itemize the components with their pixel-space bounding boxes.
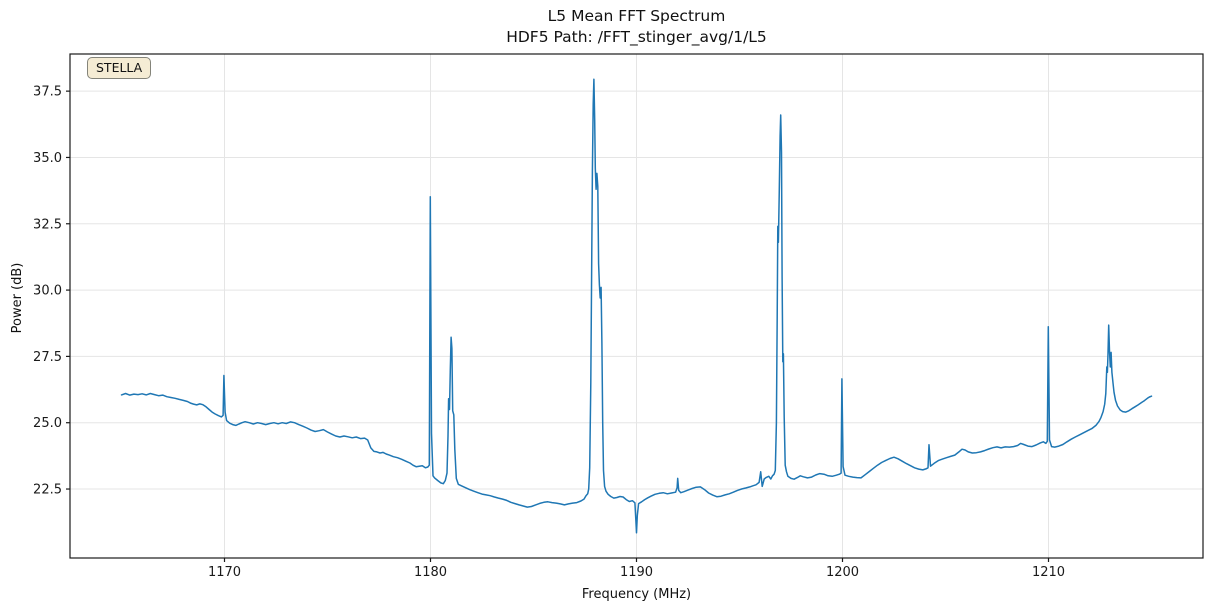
x-tick-label: 1200	[826, 565, 859, 580]
spectrum-trace	[120, 78, 1153, 534]
chart-title: L5 Mean FFT Spectrum HDF5 Path: /FFT_sti…	[70, 6, 1203, 48]
y-axis-label: Power (dB)	[10, 262, 25, 334]
y-tick-label: 30.0	[33, 284, 62, 299]
x-tick-label: 1190	[620, 565, 653, 580]
chart-title-line2: HDF5 Path: /FFT_stinger_avg/1/L5	[506, 28, 767, 46]
y-tick-label: 32.5	[33, 217, 62, 232]
y-tick-label: 25.0	[33, 416, 62, 431]
chart-title-line1: L5 Mean FFT Spectrum	[547, 7, 726, 25]
x-tick-label: 1180	[414, 565, 447, 580]
legend-box: STELLA	[87, 57, 152, 79]
x-tick-label: 1210	[1032, 565, 1065, 580]
y-tick-label: 35.0	[33, 151, 62, 166]
x-tick-label: 1170	[208, 565, 241, 580]
y-tick-label: 27.5	[33, 350, 62, 365]
y-tick-label: 37.5	[33, 85, 62, 100]
x-axis-label: Frequency (MHz)	[581, 587, 692, 602]
y-tick-label: 22.5	[33, 483, 62, 498]
legend-label: STELLA	[96, 60, 143, 75]
